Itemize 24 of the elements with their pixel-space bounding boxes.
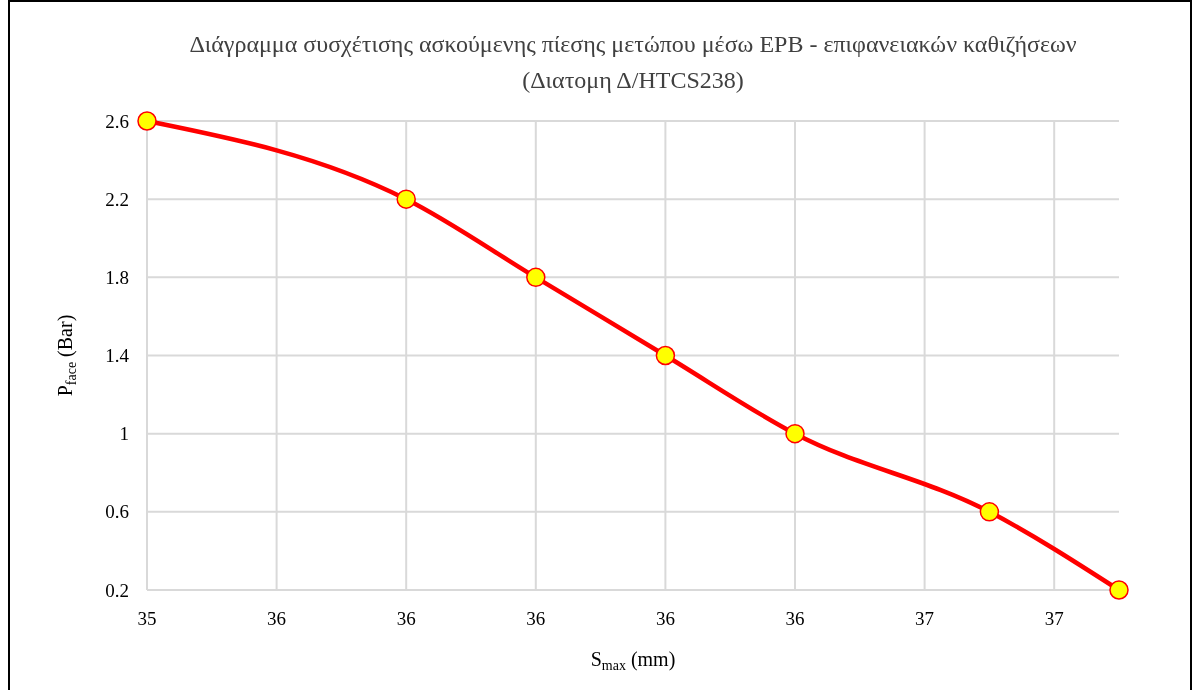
x-tick-label: 37 (1044, 608, 1064, 629)
y-tick-label: 0.6 (105, 501, 129, 523)
point (396, 189, 416, 209)
point (137, 111, 157, 131)
x-tick-label: 36 (526, 608, 546, 629)
point (655, 345, 676, 366)
x-tick-label: 36 (267, 608, 287, 629)
y-tick-label: 1.8 (105, 266, 129, 288)
y-tick-label: 2.6 (105, 110, 129, 132)
x-tick-label: 36 (785, 608, 805, 629)
x-tick-label: 37 (915, 608, 935, 629)
y-tick-label: 0.2 (105, 579, 129, 601)
point (979, 502, 1000, 522)
point (785, 423, 805, 444)
y-tick-label: 1 (119, 423, 129, 445)
point (526, 267, 546, 288)
chart-title: Διάγραμμα συσχέτισης ασκούμενης πίεσης μετώπου μέσω EPB - επιφανειακών καθιζήσεων (Διατομη Δ/HTCS238) (189, 31, 1077, 93)
point (1109, 580, 1129, 600)
y-tick-label: 1.4 (105, 345, 130, 367)
x-tick-label: 36 (396, 608, 416, 629)
y-tick-label: 2.2 (105, 188, 129, 210)
x-axis-title: S$_{max}$ (mm) (590, 648, 676, 674)
x-tick-label: 36 (655, 608, 675, 629)
x-tick-label: 35 (137, 608, 157, 629)
